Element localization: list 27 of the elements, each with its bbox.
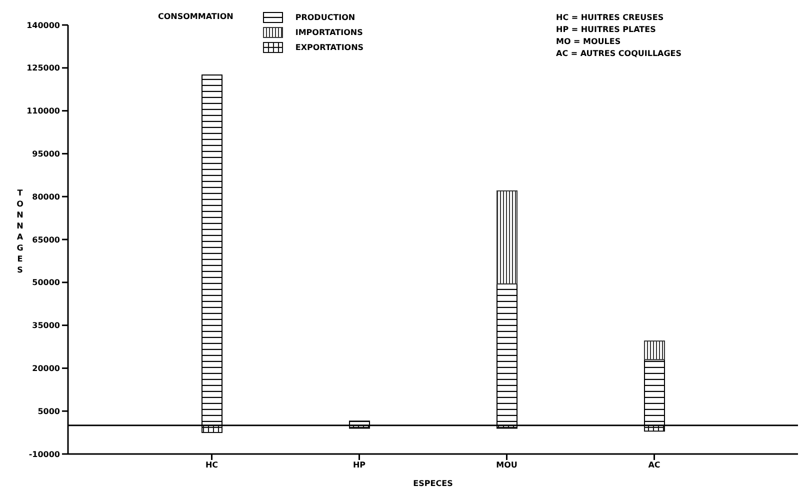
y-tick-label: 5000 [38, 406, 60, 416]
y-tick-label: 20000 [32, 364, 60, 374]
legend-label: IMPORTATIONS [295, 28, 363, 37]
y-axis-title: TONNAGES [16, 188, 24, 274]
y-tick-label: 125000 [26, 64, 60, 73]
x-tick-label: HC [205, 460, 218, 470]
y-tick-label: 50000 [32, 278, 60, 288]
x-tick-label: HP [352, 460, 366, 470]
legend-title: CONSOMMATION [158, 12, 234, 23]
annotation: AC = AUTRES COQUILLAGES [556, 48, 682, 60]
y-tick-label: 65000 [32, 235, 60, 244]
bar [496, 190, 518, 284]
text: HC = HUITRES CREUSES [556, 12, 665, 24]
legend-label: EXPORTATIONS [295, 43, 364, 52]
y-tick-label: 110000 [26, 106, 60, 116]
bar [644, 340, 665, 360]
y-tick-label: 95000 [32, 150, 60, 159]
x-tick-label: MOU [496, 460, 518, 470]
y-tick-label: -10000 [28, 450, 60, 459]
y-tick-label: 80000 [32, 192, 60, 202]
x-axis-title: ESPECES [413, 479, 454, 488]
x-tick-label: AC [648, 460, 660, 470]
annotation: MO = MOULES [556, 36, 622, 48]
legend-label: PRODUCTION [295, 13, 356, 22]
y-tick-label: 35000 [32, 321, 60, 330]
y-tick-label: 140000 [26, 20, 60, 30]
annotation: HP = HUITRES PLATES [556, 24, 657, 36]
